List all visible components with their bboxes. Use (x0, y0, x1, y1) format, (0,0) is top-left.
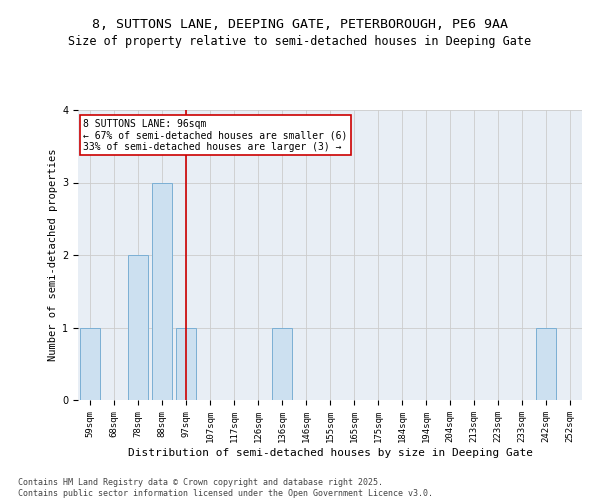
Text: 8 SUTTONS LANE: 96sqm
← 67% of semi-detached houses are smaller (6)
33% of semi-: 8 SUTTONS LANE: 96sqm ← 67% of semi-deta… (83, 118, 347, 152)
X-axis label: Distribution of semi-detached houses by size in Deeping Gate: Distribution of semi-detached houses by … (128, 448, 533, 458)
Bar (176, 328, 196, 400)
Bar (536, 328, 556, 400)
Y-axis label: Number of semi-detached properties: Number of semi-detached properties (48, 149, 58, 361)
Bar (80, 328, 100, 400)
Text: 8, SUTTONS LANE, DEEPING GATE, PETERBOROUGH, PE6 9AA: 8, SUTTONS LANE, DEEPING GATE, PETERBORO… (92, 18, 508, 30)
Text: Size of property relative to semi-detached houses in Deeping Gate: Size of property relative to semi-detach… (68, 35, 532, 48)
Bar (152, 182, 172, 400)
Bar (272, 328, 292, 400)
Bar (128, 255, 148, 400)
Text: Contains HM Land Registry data © Crown copyright and database right 2025.
Contai: Contains HM Land Registry data © Crown c… (18, 478, 433, 498)
